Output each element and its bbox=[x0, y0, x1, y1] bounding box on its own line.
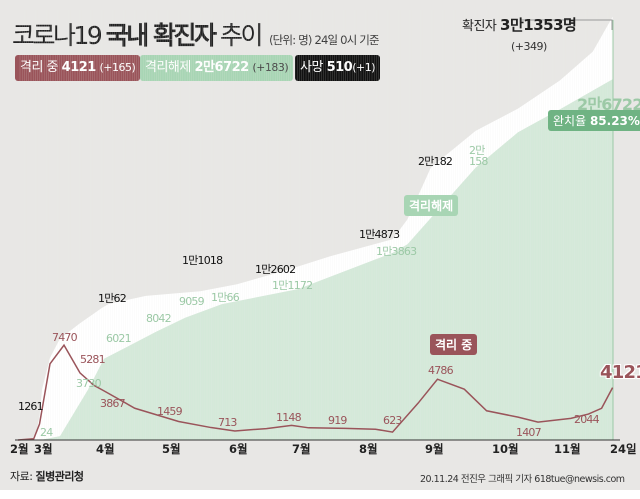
x-tick-label: 24일 bbox=[610, 442, 637, 456]
released-tag: 격리해제 bbox=[404, 195, 459, 216]
label-active: 623 bbox=[383, 414, 402, 427]
label-released-total: 2만6722 bbox=[577, 95, 640, 114]
label-released: 6021 bbox=[106, 332, 132, 345]
label-released: 9059 bbox=[179, 295, 205, 308]
x-tick-label: 5월 bbox=[162, 442, 181, 456]
released-area bbox=[18, 79, 613, 441]
label-confirmed: 1만2602 bbox=[255, 263, 296, 276]
label-active: 919 bbox=[328, 414, 347, 427]
badge-active: 격리 중 4121 (+165) bbox=[15, 55, 141, 81]
unit-note: (단위: 명) 24일 0시 기준 bbox=[268, 33, 380, 47]
active-line bbox=[17, 343, 614, 441]
label-active: 3867 bbox=[100, 397, 126, 410]
label-active: 5281 bbox=[80, 353, 106, 366]
x-tick-label: 3월 bbox=[34, 442, 53, 456]
label-active: 7470 bbox=[52, 331, 78, 344]
total-leader bbox=[520, 19, 613, 30]
label-released: 1만66 bbox=[211, 291, 240, 304]
x-tick-label: 11월 bbox=[554, 442, 581, 456]
x-tick-label: 6월 bbox=[229, 442, 248, 456]
label-active-total: 4121 bbox=[600, 362, 640, 383]
label-active: 713 bbox=[218, 416, 237, 429]
x-tick-label: 9월 bbox=[425, 442, 444, 456]
source: 자료: 질병관리청 bbox=[10, 470, 84, 483]
label-released: 24 bbox=[40, 426, 53, 439]
x-tick-label: 8월 bbox=[359, 442, 378, 456]
label-confirmed: 1만4873 bbox=[359, 228, 400, 241]
label-confirmed: 1261 bbox=[18, 400, 44, 413]
label-released: 1만3863 bbox=[376, 245, 417, 258]
credit: 20.11.24 전진우 그래픽 기자 618tue@newsis.com bbox=[420, 474, 625, 485]
label-released: 2만158 bbox=[469, 144, 488, 168]
label-confirmed: 1만62 bbox=[98, 292, 127, 305]
recovery-rate: 완치율 85.23% bbox=[548, 110, 640, 131]
x-tick-label: 4월 bbox=[96, 442, 115, 456]
x-tick-label: 10월 bbox=[492, 442, 519, 456]
total-delta: (+349) bbox=[511, 40, 547, 53]
label-active: 1459 bbox=[157, 405, 183, 418]
label-released: 1만1172 bbox=[272, 279, 313, 292]
label-confirmed: 1만1018 bbox=[182, 254, 223, 267]
label-released: 3730 bbox=[76, 377, 102, 390]
x-tick-label: 7월 bbox=[292, 442, 311, 456]
label-active: 2044 bbox=[574, 413, 600, 426]
x-tick-label: 2월 bbox=[10, 442, 29, 456]
total-confirmed: 확진자 3만1353명 bbox=[462, 16, 577, 34]
label-confirmed: 2만182 bbox=[418, 155, 453, 168]
label-released: 8042 bbox=[146, 312, 172, 325]
label-active: 1148 bbox=[276, 411, 302, 424]
label-active: 1407 bbox=[516, 426, 542, 439]
label-active: 4786 bbox=[428, 364, 454, 377]
active-tag: 격리 중 bbox=[430, 334, 478, 355]
